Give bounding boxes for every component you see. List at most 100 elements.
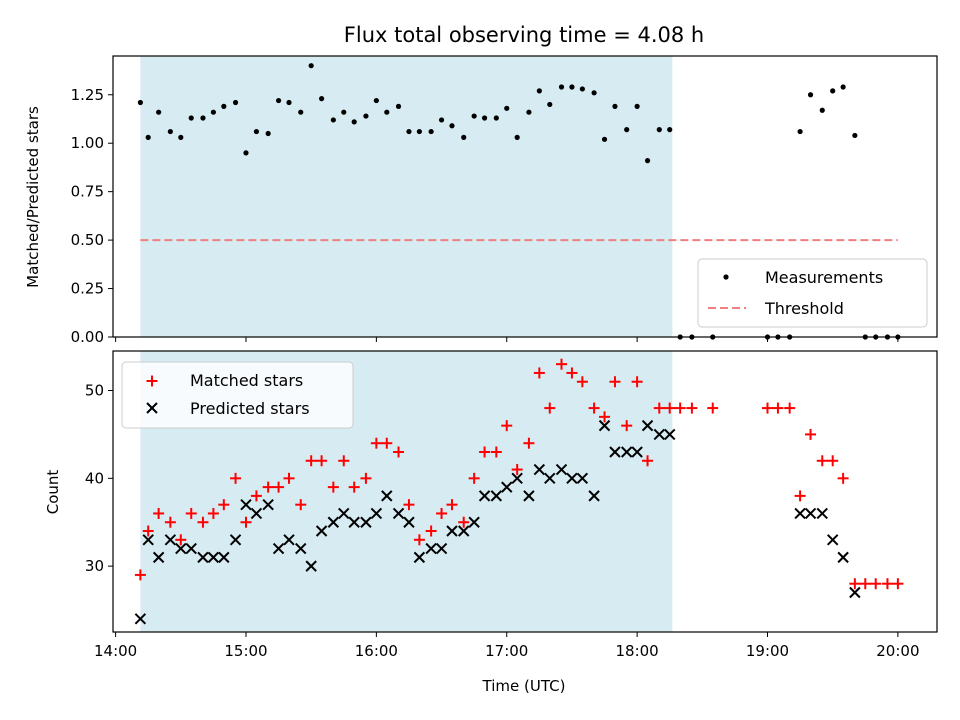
measurement-point <box>188 115 194 121</box>
measurement-point <box>200 115 206 121</box>
matched-star-point <box>588 402 600 414</box>
matched-star-point <box>642 455 654 467</box>
legend-label-matched: Matched stars <box>190 371 303 390</box>
matched-star-point <box>164 516 176 528</box>
predicted-star-point <box>152 551 165 564</box>
top-axes-frame <box>112 55 938 338</box>
measurement-point <box>156 109 162 115</box>
matched-star-point <box>468 472 480 484</box>
x-tick-label: 20:00 <box>876 642 919 660</box>
matched-star-point <box>230 472 242 484</box>
measurement-point <box>481 115 488 121</box>
matched-star-point <box>305 455 317 467</box>
matched-star-point <box>283 472 295 484</box>
measurement-point <box>428 128 434 135</box>
measurement-point <box>232 99 239 106</box>
matched-star-point <box>794 490 806 502</box>
legend-label-threshold: Threshold <box>764 299 844 318</box>
matched-star-point <box>609 376 621 388</box>
measurement-point <box>210 109 216 115</box>
predicted-star-point <box>458 525 470 537</box>
x-tick-label: 19:00 <box>746 642 789 660</box>
measurement-point <box>504 105 510 111</box>
y-tick-label: 0.00 <box>71 328 104 346</box>
predicted-star-point <box>250 507 263 520</box>
y-tick-label: 40 <box>85 469 104 487</box>
legend-dot-marker <box>723 274 729 280</box>
matched-star-point <box>827 455 839 467</box>
predicted-star-point <box>501 481 513 493</box>
matched-star-point <box>556 358 568 370</box>
predicted-star-point <box>641 419 654 432</box>
predicted-star-point <box>175 542 187 555</box>
measurement-point <box>265 130 271 137</box>
measurement-point <box>298 109 304 115</box>
matched-star-point <box>501 420 513 432</box>
measurement-point <box>416 128 422 135</box>
predicted-star-point <box>664 428 676 441</box>
bottom-x-ticks: 14:00 15:00 16:00 17:00 18:00 19:00 20:00 <box>94 632 920 660</box>
predicted-star-point <box>327 516 340 528</box>
measurement-point <box>493 115 499 121</box>
measurement-point <box>395 103 402 109</box>
measurement-point <box>308 63 314 69</box>
measurement-point <box>319 96 325 102</box>
matched-star-point <box>479 446 491 458</box>
measurement-point <box>634 103 640 109</box>
predicted-star-point <box>218 551 230 564</box>
measurement-point <box>558 84 565 90</box>
measurement-point <box>253 128 260 135</box>
predicted-star-point <box>826 534 839 546</box>
predicted-star-point <box>468 516 480 528</box>
y-tick-label: 1.25 <box>71 86 104 104</box>
matched-star-point <box>805 428 817 440</box>
measurement-point <box>137 99 143 106</box>
matched-star-point <box>674 402 686 414</box>
measurement-point <box>569 84 575 90</box>
predicted-star-point <box>609 446 621 458</box>
predicted-star-point <box>588 490 600 502</box>
matched-star-point <box>544 402 556 414</box>
matched-star-point <box>631 376 643 388</box>
x-tick-label: 16:00 <box>355 642 398 660</box>
legend-x-marker <box>146 402 158 414</box>
measurement-point <box>438 117 445 123</box>
predicted-star-point <box>425 542 437 555</box>
legend-box <box>697 258 928 328</box>
matched-star-point <box>425 525 437 537</box>
x-tick-label: 14:00 <box>94 642 137 660</box>
measurement-points <box>137 63 901 340</box>
matched-star-point <box>664 402 676 414</box>
predicted-star-point <box>598 419 611 432</box>
matched-star-point <box>348 481 360 493</box>
y-tick-label: 0.75 <box>71 183 104 201</box>
predicted-star-point <box>381 490 393 502</box>
measurement-point <box>384 109 390 115</box>
bottom-y-ticks: 30 40 50 <box>85 382 113 575</box>
y-tick-label: 1.00 <box>71 134 104 152</box>
matched-star-point <box>490 446 502 458</box>
measurement-point <box>591 90 597 96</box>
predicted-star-point <box>511 472 523 485</box>
matched-star-point <box>273 481 285 493</box>
matched-star-point <box>784 402 796 414</box>
predicted-star-point <box>555 463 568 476</box>
measurement-point <box>656 127 662 133</box>
measurement-point <box>547 101 553 108</box>
y-tick-label: 30 <box>85 557 104 575</box>
measurement-point <box>461 134 467 140</box>
measurement-point <box>579 86 585 92</box>
matched-star-point <box>153 507 165 519</box>
predicted-star-point <box>305 560 317 572</box>
legend-label-measurements: Measurements <box>765 268 883 287</box>
predicted-star-point <box>295 542 307 555</box>
legend-plus-marker <box>146 375 158 387</box>
measurement-point <box>612 103 618 109</box>
matched-star-point <box>859 578 871 590</box>
measurement-point <box>471 113 477 119</box>
measurement-point <box>373 97 379 104</box>
predicted-star-point <box>837 551 849 564</box>
predicted-star-point <box>631 446 643 458</box>
predicted-star-point <box>490 490 503 502</box>
matched-star-point <box>175 534 187 546</box>
